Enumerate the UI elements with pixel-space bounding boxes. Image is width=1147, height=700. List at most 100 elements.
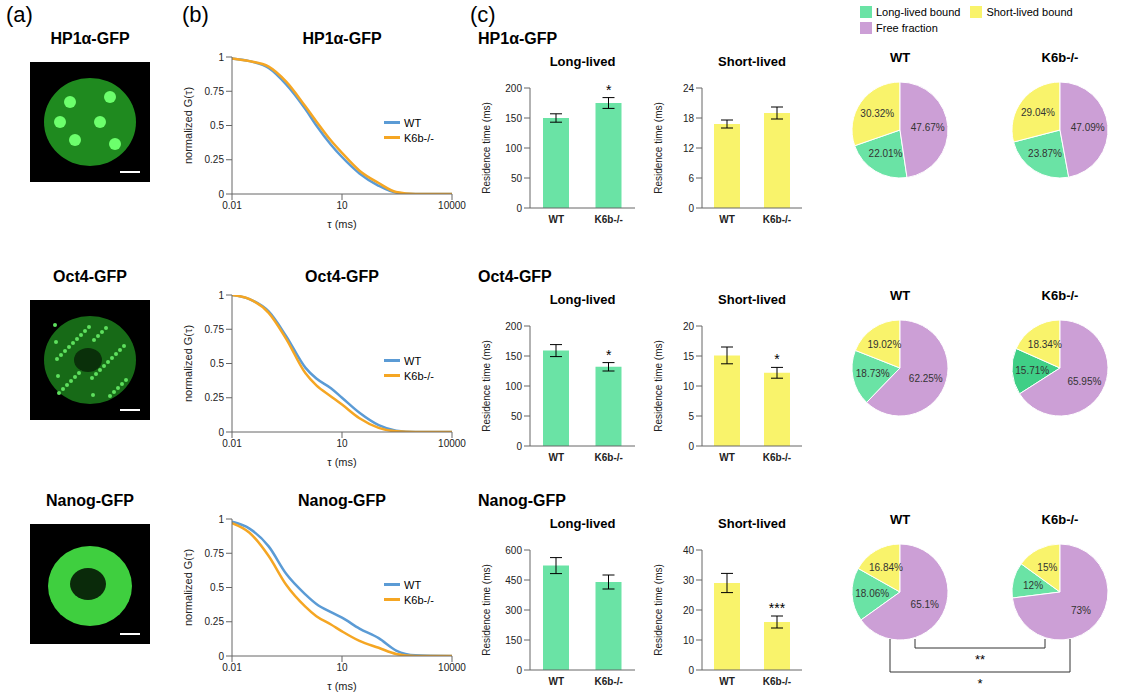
svg-text:10000: 10000 — [438, 662, 466, 673]
svg-text:0: 0 — [516, 665, 522, 676]
svg-text:73%: 73% — [1071, 605, 1091, 616]
svg-text:18.06%: 18.06% — [855, 588, 889, 599]
svg-text:*: * — [774, 351, 780, 367]
svg-text:15: 15 — [683, 351, 695, 362]
svg-text:*: * — [606, 82, 612, 98]
svg-text:40: 40 — [683, 545, 695, 556]
svg-text:1: 1 — [218, 290, 224, 301]
svg-text:0: 0 — [688, 203, 694, 214]
svg-text:1: 1 — [218, 52, 224, 63]
svg-text:10000: 10000 — [438, 200, 466, 211]
svg-text:0: 0 — [516, 441, 522, 452]
svg-text:0.75: 0.75 — [205, 324, 225, 335]
svg-text:19.02%: 19.02% — [867, 339, 901, 350]
svg-text:22.01%: 22.01% — [869, 148, 903, 159]
svg-text:0.5: 0.5 — [210, 120, 224, 131]
svg-text:WT: WT — [548, 214, 564, 225]
svg-text:23.87%: 23.87% — [1028, 148, 1062, 159]
svg-text:K6b-/-: K6b-/- — [763, 452, 791, 463]
svg-text:10: 10 — [336, 662, 348, 673]
svg-text:47.67%: 47.67% — [911, 122, 945, 133]
svg-text:0: 0 — [516, 203, 522, 214]
svg-text:20: 20 — [683, 321, 695, 332]
svg-text:100: 100 — [505, 381, 522, 392]
svg-text:65.95%: 65.95% — [1067, 376, 1101, 387]
svg-text:10: 10 — [683, 635, 695, 646]
svg-text:10000: 10000 — [438, 438, 466, 449]
svg-text:K6b-/-: K6b-/- — [763, 214, 791, 225]
svg-text:15.71%: 15.71% — [1015, 365, 1049, 376]
svg-text:200: 200 — [505, 321, 522, 332]
svg-text:Residence time (ms): Residence time (ms) — [653, 340, 664, 432]
svg-text:65.1%: 65.1% — [911, 599, 939, 610]
svg-text:0.5: 0.5 — [210, 358, 224, 369]
svg-text:0.5: 0.5 — [210, 582, 224, 593]
svg-text:0: 0 — [218, 427, 224, 438]
svg-text:0: 0 — [688, 441, 694, 452]
svg-text:τ (ms): τ (ms) — [327, 456, 356, 468]
svg-text:Residence time (ms): Residence time (ms) — [481, 564, 492, 656]
svg-text:50: 50 — [511, 411, 523, 422]
svg-text:12%: 12% — [1023, 580, 1043, 591]
svg-text:12: 12 — [683, 143, 695, 154]
svg-text:16.84%: 16.84% — [869, 562, 903, 573]
svg-text:Residence time (ms): Residence time (ms) — [481, 102, 492, 194]
svg-text:τ (ms): τ (ms) — [327, 680, 356, 692]
svg-text:0.75: 0.75 — [205, 548, 225, 559]
svg-text:normalized G(τ): normalized G(τ) — [182, 87, 194, 164]
svg-text:18.73%: 18.73% — [856, 368, 890, 379]
svg-text:*: * — [977, 676, 982, 691]
svg-text:0.25: 0.25 — [205, 616, 225, 627]
svg-text:29.04%: 29.04% — [1021, 107, 1055, 118]
svg-text:Residence time (ms): Residence time (ms) — [653, 564, 664, 656]
svg-text:18: 18 — [683, 113, 695, 124]
svg-text:Residence time (ms): Residence time (ms) — [653, 102, 664, 194]
svg-text:10: 10 — [336, 438, 348, 449]
svg-text:0.01: 0.01 — [222, 662, 242, 673]
svg-text:*: * — [606, 347, 612, 363]
svg-text:10: 10 — [683, 381, 695, 392]
svg-text:0.25: 0.25 — [205, 154, 225, 165]
svg-text:0.01: 0.01 — [222, 200, 242, 211]
svg-text:K6b-/-: K6b-/- — [595, 214, 623, 225]
svg-text:0: 0 — [218, 651, 224, 662]
svg-text:K6b-/-: K6b-/- — [595, 452, 623, 463]
svg-text:***: *** — [769, 600, 786, 616]
svg-text:30.32%: 30.32% — [860, 108, 894, 119]
svg-text:WT: WT — [719, 676, 735, 687]
svg-text:150: 150 — [505, 635, 522, 646]
svg-text:1: 1 — [218, 514, 224, 525]
svg-text:150: 150 — [505, 351, 522, 362]
svg-text:600: 600 — [505, 545, 522, 556]
svg-text:0.25: 0.25 — [205, 392, 225, 403]
svg-text:K6b-/-: K6b-/- — [763, 676, 791, 687]
svg-text:0: 0 — [688, 665, 694, 676]
svg-text:0.01: 0.01 — [222, 438, 242, 449]
svg-text:**: ** — [975, 652, 985, 667]
svg-text:10: 10 — [336, 200, 348, 211]
svg-text:WT: WT — [719, 452, 735, 463]
svg-text:WT: WT — [548, 452, 564, 463]
svg-text:normalized G(τ): normalized G(τ) — [182, 549, 194, 626]
svg-text:100: 100 — [505, 143, 522, 154]
svg-text:300: 300 — [505, 605, 522, 616]
svg-text:Residence time (ms): Residence time (ms) — [481, 340, 492, 432]
svg-text:0: 0 — [218, 189, 224, 200]
svg-text:200: 200 — [505, 83, 522, 94]
svg-text:0.75: 0.75 — [205, 86, 225, 97]
svg-text:20: 20 — [683, 605, 695, 616]
svg-text:62.25%: 62.25% — [909, 373, 943, 384]
svg-text:6: 6 — [688, 173, 694, 184]
svg-text:τ (ms): τ (ms) — [327, 218, 356, 230]
svg-text:5: 5 — [688, 411, 694, 422]
svg-text:WT: WT — [719, 214, 735, 225]
svg-text:50: 50 — [511, 173, 523, 184]
svg-text:K6b-/-: K6b-/- — [595, 676, 623, 687]
svg-text:normalized G(τ): normalized G(τ) — [182, 325, 194, 402]
svg-text:450: 450 — [505, 575, 522, 586]
svg-text:WT: WT — [548, 676, 564, 687]
svg-text:30: 30 — [683, 575, 695, 586]
svg-text:150: 150 — [505, 113, 522, 124]
svg-text:18.34%: 18.34% — [1028, 339, 1062, 350]
svg-text:47.09%: 47.09% — [1071, 122, 1105, 133]
